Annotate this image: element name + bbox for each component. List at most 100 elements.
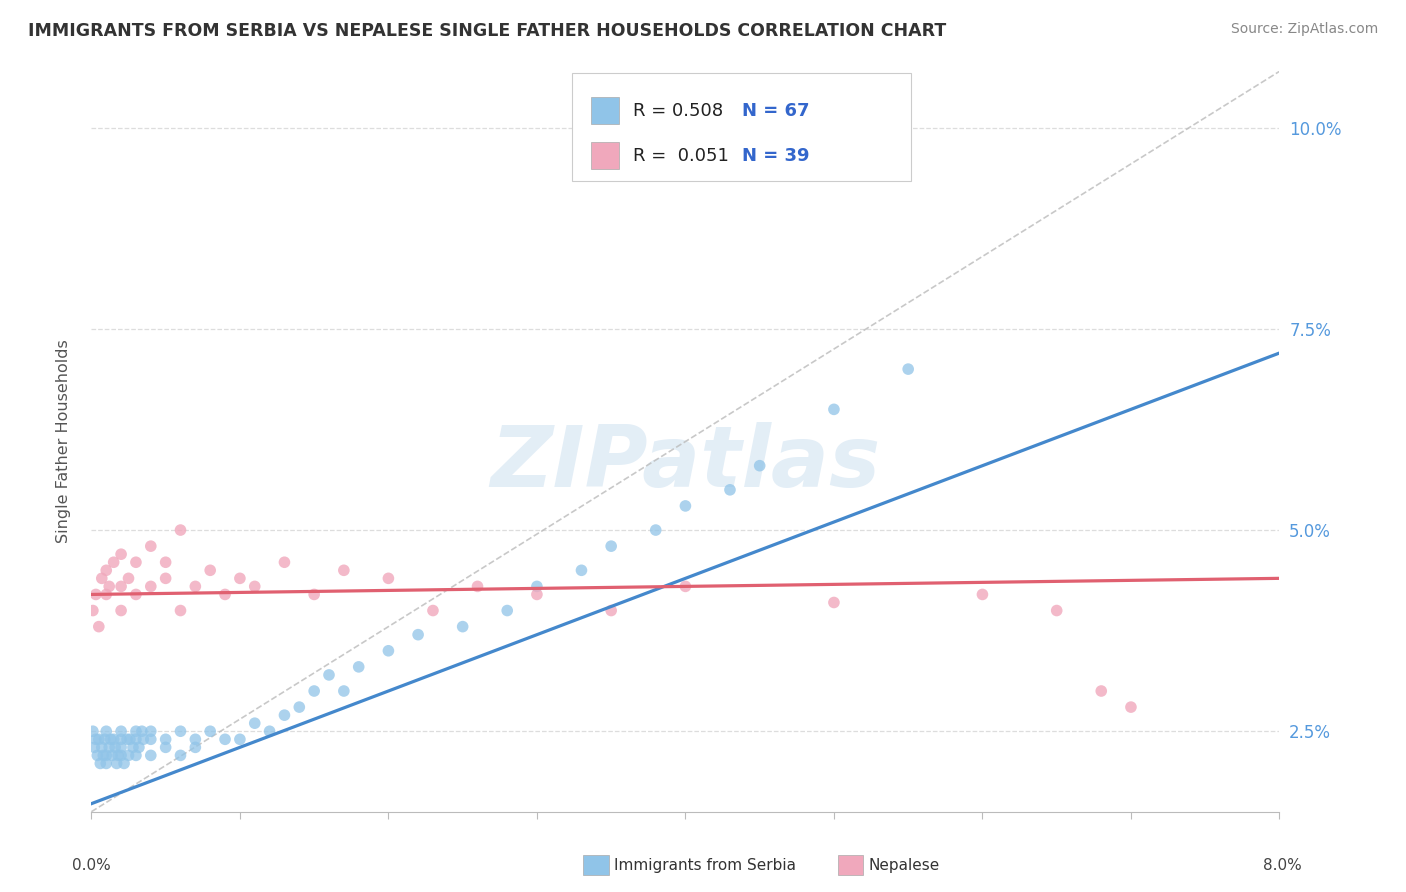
- Point: [571, 563, 593, 577]
- Text: N = 39: N = 39: [742, 147, 810, 165]
- Point: [128, 740, 150, 755]
- Point: [496, 603, 519, 617]
- Point: [1046, 603, 1069, 617]
- Point: [98, 579, 121, 593]
- Point: [98, 740, 121, 755]
- Point: [302, 587, 325, 601]
- Point: [101, 748, 124, 763]
- Point: [406, 628, 429, 642]
- Point: [83, 740, 105, 755]
- Point: [318, 668, 340, 682]
- Point: [103, 555, 125, 569]
- Point: [214, 587, 236, 601]
- Point: [600, 603, 623, 617]
- Point: [644, 523, 666, 537]
- Point: [673, 499, 696, 513]
- Point: [229, 571, 252, 585]
- Point: [155, 740, 177, 755]
- Point: [526, 579, 548, 593]
- Text: 8.0%: 8.0%: [1263, 858, 1302, 872]
- Point: [131, 724, 153, 739]
- Text: 0.0%: 0.0%: [72, 858, 111, 872]
- Point: [333, 684, 356, 698]
- Point: [89, 756, 111, 771]
- Point: [377, 644, 399, 658]
- Point: [117, 571, 139, 585]
- Text: Immigrants from Serbia: Immigrants from Serbia: [614, 858, 796, 872]
- Point: [110, 748, 132, 763]
- Point: [94, 732, 117, 747]
- Point: [139, 732, 162, 747]
- Point: [972, 587, 994, 601]
- Point: [132, 732, 155, 747]
- Point: [100, 732, 122, 747]
- Point: [82, 724, 104, 739]
- Point: [125, 587, 148, 601]
- Point: [823, 402, 845, 417]
- Point: [115, 732, 138, 747]
- Point: [125, 724, 148, 739]
- Point: [110, 724, 132, 739]
- Point: [125, 555, 148, 569]
- Point: [96, 563, 118, 577]
- Point: [718, 483, 741, 497]
- Point: [110, 603, 132, 617]
- Point: [169, 603, 191, 617]
- Point: [302, 684, 325, 698]
- Point: [122, 740, 145, 755]
- Point: [169, 724, 191, 739]
- Point: [451, 619, 474, 633]
- Point: [139, 579, 162, 593]
- Point: [673, 579, 696, 593]
- Point: [84, 587, 107, 601]
- Point: [139, 748, 162, 763]
- Text: IMMIGRANTS FROM SERBIA VS NEPALESE SINGLE FATHER HOUSEHOLDS CORRELATION CHART: IMMIGRANTS FROM SERBIA VS NEPALESE SINGL…: [28, 22, 946, 40]
- Point: [87, 619, 110, 633]
- Point: [117, 748, 139, 763]
- Text: R = 0.508: R = 0.508: [633, 102, 723, 120]
- Point: [229, 732, 252, 747]
- Text: R =  0.051: R = 0.051: [633, 147, 728, 165]
- Point: [1090, 684, 1112, 698]
- Point: [155, 555, 177, 569]
- Point: [897, 362, 920, 376]
- Point: [82, 603, 104, 617]
- Point: [96, 587, 118, 601]
- Point: [467, 579, 489, 593]
- Point: [110, 732, 132, 747]
- Point: [112, 756, 135, 771]
- Point: [107, 748, 129, 763]
- Point: [259, 724, 281, 739]
- Point: [87, 732, 110, 747]
- Point: [243, 716, 266, 731]
- Point: [104, 740, 127, 755]
- Point: [103, 732, 125, 747]
- Text: N = 67: N = 67: [742, 102, 810, 120]
- Point: [86, 748, 108, 763]
- Text: Nepalese: Nepalese: [869, 858, 941, 872]
- Point: [139, 539, 162, 553]
- Point: [125, 748, 148, 763]
- Point: [155, 732, 177, 747]
- Point: [184, 732, 207, 747]
- Point: [169, 523, 191, 537]
- Text: Source: ZipAtlas.com: Source: ZipAtlas.com: [1230, 22, 1378, 37]
- Point: [273, 555, 295, 569]
- Point: [125, 732, 148, 747]
- Point: [105, 756, 128, 771]
- Point: [823, 595, 845, 609]
- Point: [139, 724, 162, 739]
- Point: [155, 571, 177, 585]
- Point: [169, 748, 191, 763]
- Point: [91, 748, 114, 763]
- Point: [748, 458, 770, 473]
- Point: [377, 571, 399, 585]
- Point: [184, 740, 207, 755]
- Point: [347, 660, 370, 674]
- Point: [184, 579, 207, 593]
- Point: [90, 571, 112, 585]
- Point: [96, 748, 118, 763]
- Point: [200, 563, 222, 577]
- Point: [273, 708, 295, 723]
- Point: [288, 700, 311, 714]
